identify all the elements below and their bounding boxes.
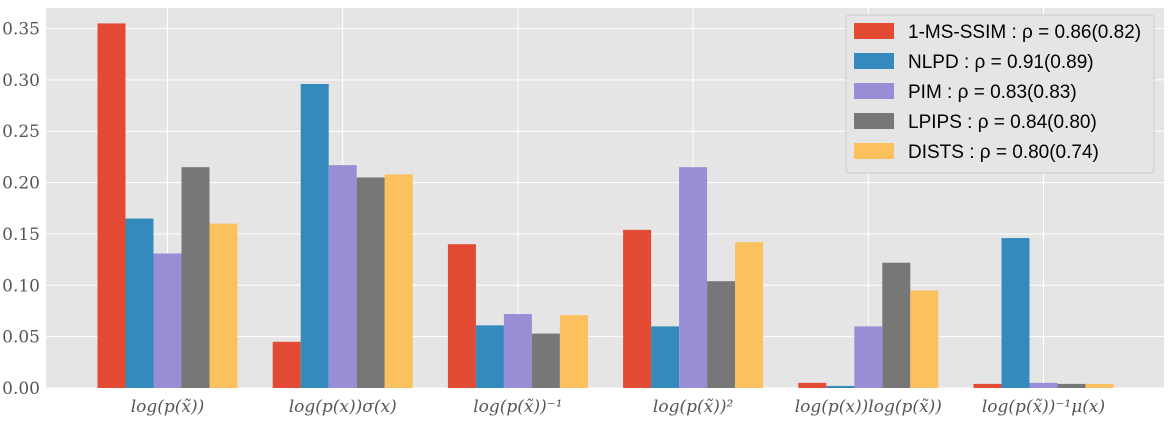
legend-swatch <box>854 83 894 99</box>
legend-swatch <box>854 143 894 159</box>
bar <box>826 385 855 388</box>
bar <box>910 290 939 388</box>
bar <box>356 177 385 388</box>
bar <box>882 262 911 388</box>
y-tick-label: 0.25 <box>2 122 40 142</box>
bar <box>300 84 329 388</box>
bar <box>623 229 652 388</box>
x-tick-label: log(p(x))log(p(x̃)) <box>795 397 942 417</box>
bar <box>531 333 560 388</box>
legend-label: PIM : ρ = 0.83(0.83) <box>908 82 1077 103</box>
bar <box>209 223 238 388</box>
legend-label: DISTS : ρ = 0.80(0.74) <box>908 142 1099 163</box>
bar <box>854 326 883 388</box>
bar <box>475 325 504 388</box>
legend: 1-MS-SSIM : ρ = 0.86(0.82) NLPD : ρ = 0.9… <box>845 14 1155 174</box>
legend-swatch <box>854 113 894 129</box>
x-axis-ticks: log(p(x̃)) log(p(x))σ(x) log(p(x̃))⁻¹ log(p… <box>131 397 1105 417</box>
y-tick-label: 0.00 <box>2 379 40 399</box>
bar <box>328 165 357 388</box>
y-tick-label: 0.15 <box>2 225 40 245</box>
bar <box>384 174 413 388</box>
bars <box>97 23 1114 389</box>
legend-label: LPIPS : ρ = 0.84(0.80) <box>908 112 1097 133</box>
y-tick-label: 0.05 <box>2 328 40 348</box>
y-axis-ticks: 0.00 0.05 0.10 0.15 0.20 0.25 0.30 0.35 <box>2 20 40 399</box>
bar <box>125 218 154 388</box>
bar <box>1029 382 1058 388</box>
x-tick-label: log(p(x̃))² <box>653 397 734 417</box>
legend-label: 1-MS-SSIM : ρ = 0.86(0.82) <box>908 22 1141 43</box>
bar <box>559 315 588 388</box>
x-tick-label: log(p(x̃))⁻¹μ(x) <box>982 397 1105 417</box>
bar <box>153 253 182 388</box>
legend-box <box>845 14 1155 174</box>
legend-swatch <box>854 23 894 39</box>
bar <box>447 244 476 388</box>
bar <box>503 314 532 388</box>
bar <box>1085 383 1114 388</box>
y-tick-label: 0.20 <box>2 174 40 194</box>
bar <box>973 383 1002 388</box>
bar <box>679 167 708 388</box>
bar <box>735 242 764 388</box>
bar <box>272 341 301 388</box>
y-tick-label: 0.35 <box>2 20 40 40</box>
legend-swatch <box>854 53 894 69</box>
bar <box>651 326 680 388</box>
y-tick-label: 0.10 <box>2 276 40 296</box>
y-tick-label: 0.30 <box>2 71 40 91</box>
x-tick-label: log(p(x))σ(x) <box>289 397 397 417</box>
bar <box>181 167 210 388</box>
bar <box>97 23 126 389</box>
x-tick-label: log(p(x̃)) <box>131 397 205 417</box>
bar <box>798 382 827 388</box>
bar <box>1001 238 1030 388</box>
bar <box>1057 383 1086 388</box>
bar <box>707 281 736 388</box>
x-tick-label: log(p(x̃))⁻¹ <box>473 397 562 417</box>
legend-label: NLPD : ρ = 0.91(0.89) <box>908 52 1094 73</box>
